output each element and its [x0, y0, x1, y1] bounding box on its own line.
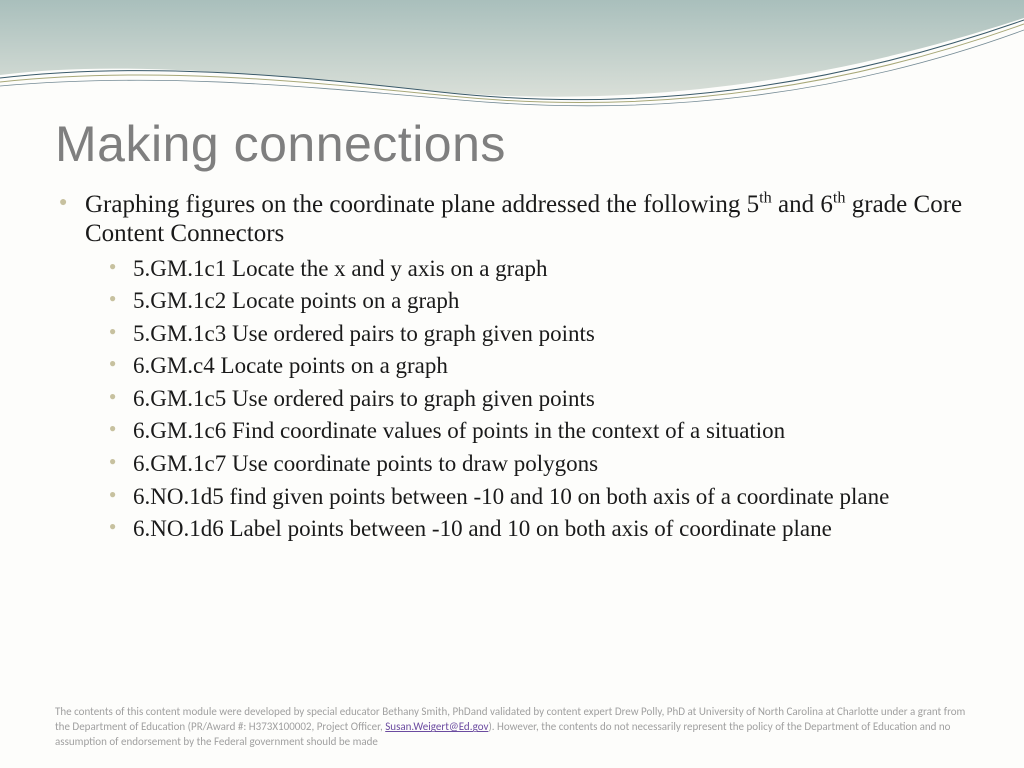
main-bullet-item: Graphing figures on the coordinate plane… [85, 191, 969, 543]
sub-bullet-item: 5.GM.1c3 Use ordered pairs to graph give… [133, 320, 969, 348]
main-bullet-text-pre: Graphing figures on the coordinate plane… [85, 191, 759, 218]
sup-5th: th [759, 189, 772, 207]
slide-title: Making connections [55, 115, 969, 173]
sup-6th: th [833, 189, 846, 207]
main-bullet-text-mid: and 6 [772, 191, 833, 218]
slide-content: Making connections Graphing figures on t… [0, 0, 1024, 543]
sub-bullet-item: 6.GM.1c6 Find coordinate values of point… [133, 417, 969, 445]
footer-attribution: The contents of this content module were… [55, 705, 969, 750]
sub-bullet-item: 5.GM.1c1 Locate the x and y axis on a gr… [133, 255, 969, 283]
main-bullet-list: Graphing figures on the coordinate plane… [55, 191, 969, 543]
sub-bullet-item: 6.NO.1d5 find given points between -10 a… [133, 483, 969, 511]
sub-bullet-item: 6.NO.1d6 Label points between -10 and 10… [133, 515, 969, 543]
sub-bullet-item: 6.GM.1c5 Use ordered pairs to graph give… [133, 385, 969, 413]
sub-bullet-item: 6.GM.1c7 Use coordinate points to draw p… [133, 450, 969, 478]
footer-email-link[interactable]: Susan.Weigert@Ed.gov [385, 720, 488, 733]
sub-bullet-item: 5.GM.1c2 Locate points on a graph [133, 287, 969, 315]
sub-bullet-item: 6.GM.c4 Locate points on a graph [133, 352, 969, 380]
sub-bullet-list: 5.GM.1c1 Locate the x and y axis on a gr… [85, 255, 969, 543]
